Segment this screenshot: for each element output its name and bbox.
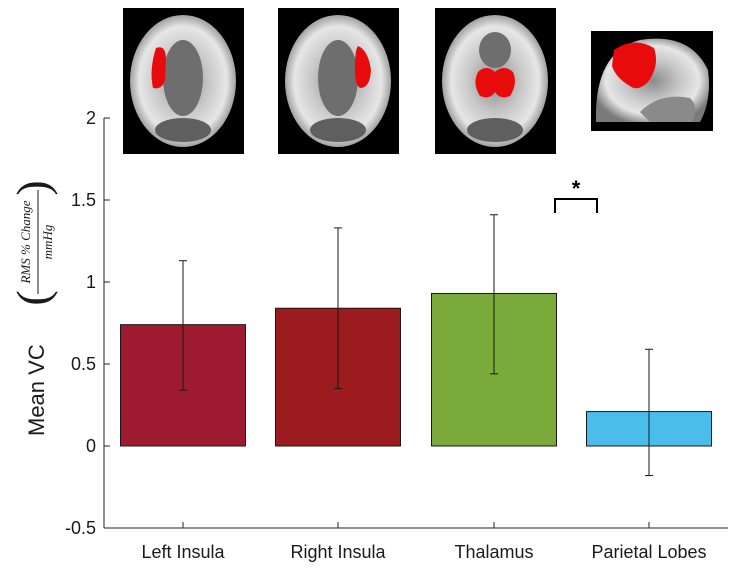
x-tick-label-parietal-lobes: Parietal Lobes bbox=[591, 542, 706, 562]
error-bars-group bbox=[179, 214, 653, 477]
brain-image-left-insula bbox=[123, 8, 244, 154]
error-bar-thalamus bbox=[490, 214, 498, 375]
error-bar-parietal-lobes bbox=[645, 348, 653, 477]
brain-posterior bbox=[155, 118, 211, 142]
y-tick-label: 0 bbox=[86, 436, 96, 456]
brain-posterior bbox=[467, 118, 523, 142]
brain-image-thalamus bbox=[435, 8, 556, 154]
y-tick-label: 2 bbox=[86, 108, 96, 128]
brain-ventricles bbox=[163, 40, 203, 116]
brain-image-parietal bbox=[591, 31, 713, 131]
x-tick-label-left-insula: Left Insula bbox=[141, 542, 225, 562]
cerebellum bbox=[640, 96, 696, 122]
y-tick-label: 1 bbox=[86, 272, 96, 292]
y-tick-label: 1.5 bbox=[71, 190, 96, 210]
y-tick-label: -0.5 bbox=[65, 518, 96, 538]
brain-ventricles bbox=[318, 40, 358, 116]
error-bar-right-insula bbox=[334, 227, 342, 390]
brain-posterior bbox=[310, 118, 366, 142]
y-axis-title: Mean VC bbox=[24, 344, 49, 436]
axes bbox=[103, 118, 728, 529]
right-insula-highlight bbox=[354, 46, 371, 88]
brain-image-right-insula bbox=[278, 8, 399, 154]
parietal-highlight bbox=[612, 42, 656, 89]
left-insula-highlight bbox=[151, 47, 166, 89]
y-axis-unit-denominator: mmHg bbox=[40, 224, 55, 259]
y-ticks: 2 1.5 1 0.5 0 -0.5 bbox=[65, 108, 96, 538]
y-axis-paren-close: ) bbox=[7, 180, 58, 195]
brain-ventricles bbox=[479, 32, 511, 68]
x-tick-label-right-insula: Right Insula bbox=[290, 542, 386, 562]
x-tick-label-thalamus: Thalamus bbox=[454, 542, 533, 562]
y-tick-label: 0.5 bbox=[71, 354, 96, 374]
significance-bracket-line bbox=[554, 198, 598, 213]
y-axis-paren-open: ( bbox=[7, 290, 58, 305]
x-ticks bbox=[104, 117, 650, 529]
significance-bracket: * bbox=[554, 176, 598, 213]
category-labels: Left Insula Right Insula Thalamus Pariet… bbox=[141, 542, 706, 562]
thalamus-highlight bbox=[475, 68, 515, 98]
significance-star: * bbox=[572, 176, 581, 201]
y-axis-label: Mean VC ( RMS % Change mmHg ) bbox=[7, 180, 58, 436]
y-axis-unit-numerator: RMS % Change bbox=[18, 200, 33, 284]
error-bar-left-insula bbox=[179, 260, 187, 391]
bars-group bbox=[120, 292, 712, 447]
